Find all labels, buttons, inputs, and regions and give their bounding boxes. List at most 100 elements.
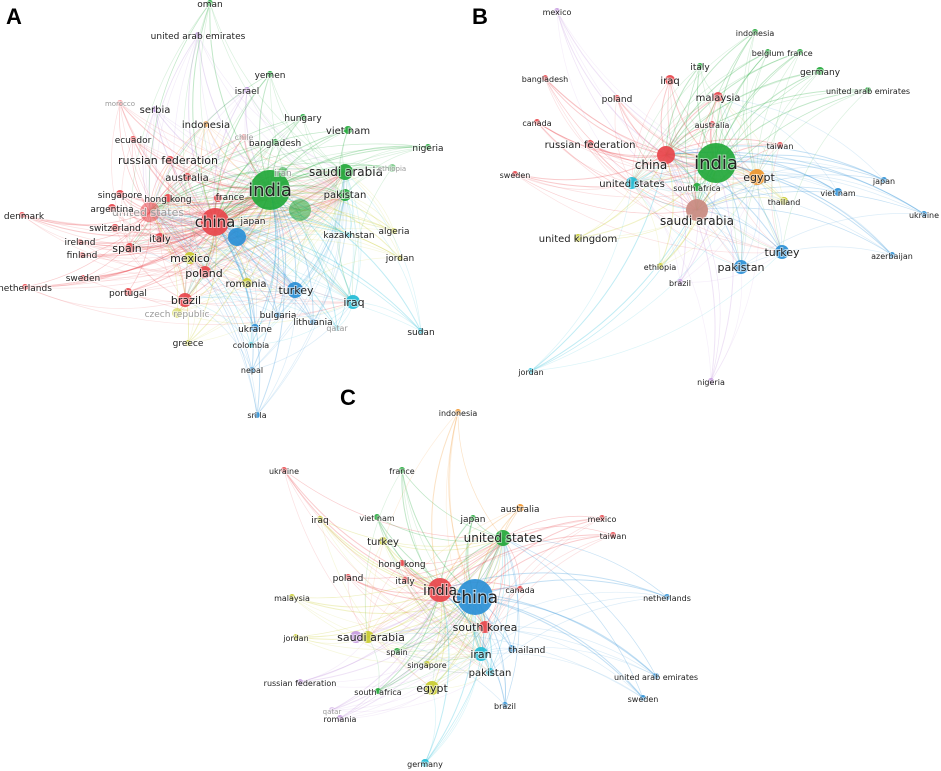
panel-c-edge [457, 411, 504, 539]
panel-a-edge [344, 171, 401, 259]
panel-b-edge [696, 207, 893, 256]
panel-c-edge [480, 596, 668, 655]
panel-a-edge [250, 194, 346, 346]
panel-b-node-japan [881, 177, 887, 183]
panel-b-edge [577, 96, 719, 239]
panel-c-edge [283, 469, 486, 628]
panel-b-edge [715, 162, 893, 256]
panel-a-edge [204, 271, 296, 292]
panel-a-edge [204, 194, 346, 273]
panel-c-node-japan [470, 515, 476, 521]
panel-a-edge [277, 194, 346, 316]
panel-b-edge [717, 96, 748, 268]
panel-a-edge [199, 2, 238, 238]
panel-b-nodes [512, 8, 927, 384]
panel-b-edge [696, 70, 821, 211]
panel-a-edge [81, 236, 238, 262]
panel-a-edge [114, 227, 354, 303]
panel-b-edge [589, 143, 758, 181]
panel-a-edge [159, 176, 188, 239]
panel-c-label-qatar: qatar [323, 708, 342, 716]
panel-a-edge [24, 189, 271, 288]
panel-b-node-south-africa [693, 183, 701, 191]
panel-c-edge [401, 469, 504, 539]
panel-a-edge [154, 108, 346, 173]
panel-b-labels: india china saudi arabia egypt united states… [499, 7, 940, 388]
panel-c-edge [283, 469, 441, 591]
panel-a-edge [187, 189, 271, 344]
panel-c-edge [439, 589, 506, 706]
panel-b-edge [631, 182, 783, 253]
panel-b-node-nigeria [708, 378, 714, 384]
panel-c-edge [291, 537, 504, 599]
panel-a-edge [129, 247, 256, 329]
panel-b-edge [631, 65, 701, 184]
panel-b-edge [631, 51, 801, 184]
panel-a-edge [204, 271, 256, 329]
panel-c-node-thailand [508, 645, 516, 653]
panel-a-edge [167, 194, 346, 213]
panel-a-edge [246, 194, 346, 284]
panel-a-edge [24, 286, 354, 325]
panel-c-edge [291, 596, 476, 614]
panel-c-edge [367, 411, 459, 638]
panel-c-edge [484, 591, 668, 628]
panel-b-edge [771, 144, 783, 253]
panel-a-edge [148, 2, 211, 213]
panel-b-label-germany: germany [800, 68, 841, 78]
panel-a-label-india: india [248, 180, 292, 201]
panel-c-node-purple-node [350, 631, 362, 643]
panel-a-edge [149, 143, 429, 213]
panel-c-edge [299, 537, 504, 683]
panel-a-edge [82, 189, 271, 279]
panel-c-edge [502, 537, 657, 677]
panel-b-label-turkey: turkey [764, 246, 800, 259]
panel-a-node-chile [241, 134, 247, 140]
panel-a-label-italy: italy [149, 234, 171, 245]
panel-c-edge [502, 537, 644, 699]
panel-a-edge [236, 225, 350, 238]
panel-a-edge [204, 141, 276, 273]
panel-a-label-netherlands: netherlands [0, 284, 52, 294]
panel-c-edge [396, 650, 491, 674]
panel-c-edge [502, 515, 603, 539]
panel-c-label-russian-federation: russian federation [264, 679, 337, 688]
panel-c-edge [299, 589, 441, 683]
panel-a-label-japan: japan [240, 217, 266, 227]
panel-a-edge [189, 257, 296, 291]
panel-b-edge [631, 176, 758, 192]
panel-a-edge [159, 89, 248, 239]
panel-c-edge [480, 517, 603, 655]
panel-c-edge [347, 576, 486, 628]
panel-a-node-saudi-arabia [337, 164, 353, 180]
panel-b-edge [631, 182, 742, 268]
panel-a-node-nepal [249, 367, 255, 373]
panel-a-node-spain [125, 243, 135, 253]
panel-b-edge [514, 173, 633, 190]
panel-c-edge [355, 636, 482, 659]
panel-a-edge [269, 73, 354, 303]
panel-b-node-thailand [780, 197, 788, 205]
panel-a-node-united-states [140, 202, 160, 222]
panel-b-edge [717, 96, 758, 178]
panel-b-node-france [797, 49, 803, 55]
panel-a-label-spain: spain [112, 242, 142, 255]
panel-a-edge [214, 221, 261, 416]
panel-b-edge [696, 209, 721, 382]
panel-a-edge [214, 73, 271, 223]
panel-a-edge [119, 102, 271, 191]
panel-b-edge [756, 174, 839, 193]
panel-c-label-france: france [389, 467, 414, 476]
panel-a-label-ukraine: ukraine [238, 325, 272, 335]
panel-a-edge [334, 129, 354, 303]
panel-a-edge [197, 34, 271, 191]
panel-c-label-turkey: turkey [367, 537, 399, 548]
panel-a-label-bangladesh: bangladesh [249, 139, 301, 149]
panel-a-edge [214, 171, 346, 223]
panel-a-node-sudan [418, 328, 424, 334]
panel-a-node-russian-federation [166, 156, 174, 164]
panel-b-edge [514, 154, 667, 181]
panel-c-edge [339, 596, 476, 719]
panel-b-edge [694, 96, 719, 211]
panel-b-node-pakistan [734, 260, 748, 274]
